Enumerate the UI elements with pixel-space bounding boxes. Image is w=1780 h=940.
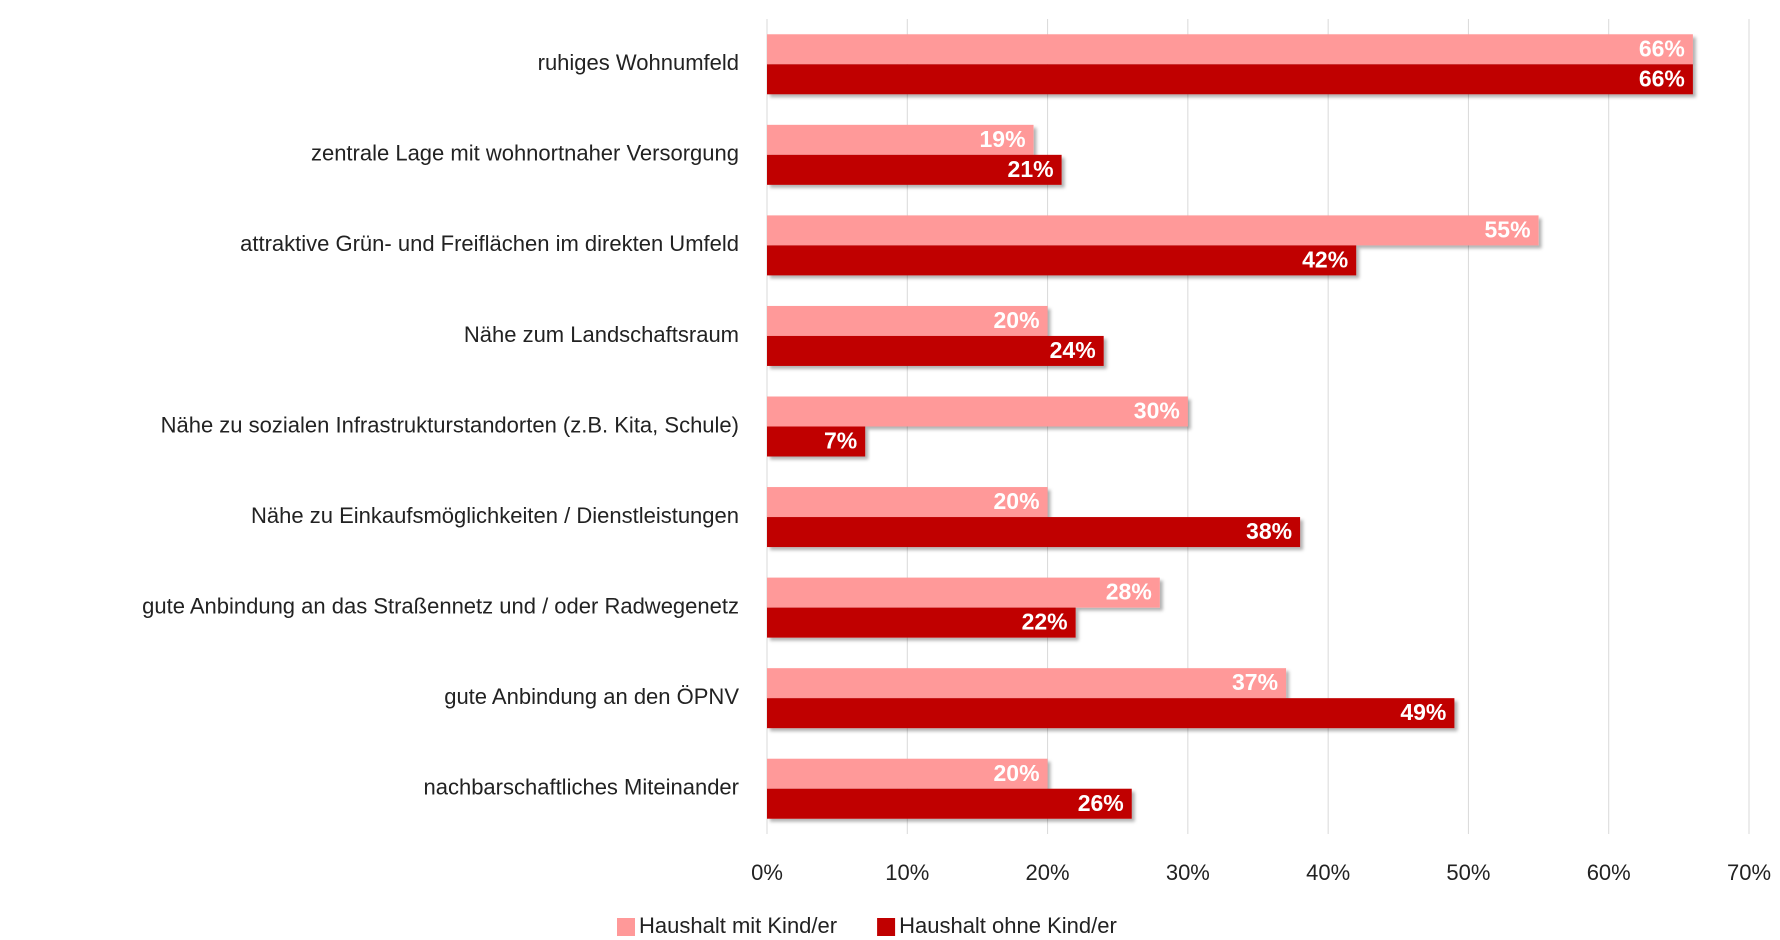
- data-label: 49%: [1400, 699, 1446, 725]
- legend-swatch: [877, 918, 896, 936]
- legend-swatch: [617, 918, 635, 936]
- y-tick-label: Nähe zum Landschaftsraum: [464, 322, 739, 347]
- x-tick-label: 70%: [1727, 860, 1771, 885]
- data-label: 30%: [1134, 398, 1180, 424]
- bar: [767, 124, 1034, 155]
- x-tick-label: 60%: [1587, 860, 1631, 885]
- data-label: 55%: [1485, 216, 1531, 242]
- y-tick-label: Nähe zu sozialen Infrastrukturstandorten…: [161, 412, 739, 437]
- y-tick-label: nachbarschaftliches Miteinander: [423, 775, 739, 800]
- y-tick-label: Nähe zu Einkaufsmöglichkeiten / Dienstle…: [251, 503, 739, 528]
- y-tick-label: gute Anbindung an das Straßennetz und / …: [142, 593, 739, 618]
- x-tick-label: 20%: [1026, 860, 1070, 885]
- bar: [767, 788, 1132, 819]
- bar: [767, 396, 1188, 427]
- data-label: 66%: [1639, 35, 1685, 61]
- bar: [767, 245, 1357, 276]
- data-label: 37%: [1232, 669, 1278, 695]
- x-tick-label: 50%: [1446, 860, 1490, 885]
- legend-label: Haushalt mit Kind/er: [639, 913, 837, 938]
- data-label: 66%: [1639, 65, 1685, 91]
- bar: [767, 34, 1693, 65]
- data-label: 38%: [1246, 518, 1292, 544]
- data-label: 19%: [979, 126, 1025, 152]
- bar: [767, 668, 1287, 699]
- legend-label: Haushalt ohne Kind/er: [899, 913, 1117, 938]
- bar: [767, 64, 1693, 95]
- x-tick-label: 10%: [885, 860, 929, 885]
- x-tick-label: 40%: [1306, 860, 1350, 885]
- data-label: 24%: [1050, 337, 1096, 363]
- data-label: 28%: [1106, 579, 1152, 605]
- y-tick-label: ruhiges Wohnumfeld: [538, 50, 739, 75]
- y-tick-label: zentrale Lage mit wohnortnaher Versorgun…: [311, 141, 739, 166]
- bar: [767, 426, 866, 457]
- data-label: 26%: [1078, 790, 1124, 816]
- bar: [767, 215, 1539, 246]
- bar: [767, 487, 1048, 518]
- y-tick-label: gute Anbindung an den ÖPNV: [444, 684, 739, 709]
- x-tick-label: 0%: [751, 860, 783, 885]
- bar: [767, 154, 1062, 185]
- bar: [767, 577, 1160, 608]
- bar: [767, 758, 1048, 789]
- data-label: 42%: [1302, 246, 1348, 272]
- bar: [767, 335, 1104, 366]
- y-tick-label: attraktive Grün- und Freiflächen im dire…: [240, 231, 739, 256]
- x-tick-label: 30%: [1166, 860, 1210, 885]
- bar: [767, 607, 1076, 638]
- data-label: 22%: [1022, 609, 1068, 635]
- data-label: 20%: [994, 307, 1040, 333]
- data-label: 7%: [824, 428, 857, 454]
- data-label: 20%: [994, 488, 1040, 514]
- bar: [767, 305, 1048, 336]
- bar: [767, 517, 1301, 548]
- data-label: 21%: [1008, 156, 1054, 182]
- bar: [767, 698, 1455, 729]
- data-label: 20%: [994, 760, 1040, 786]
